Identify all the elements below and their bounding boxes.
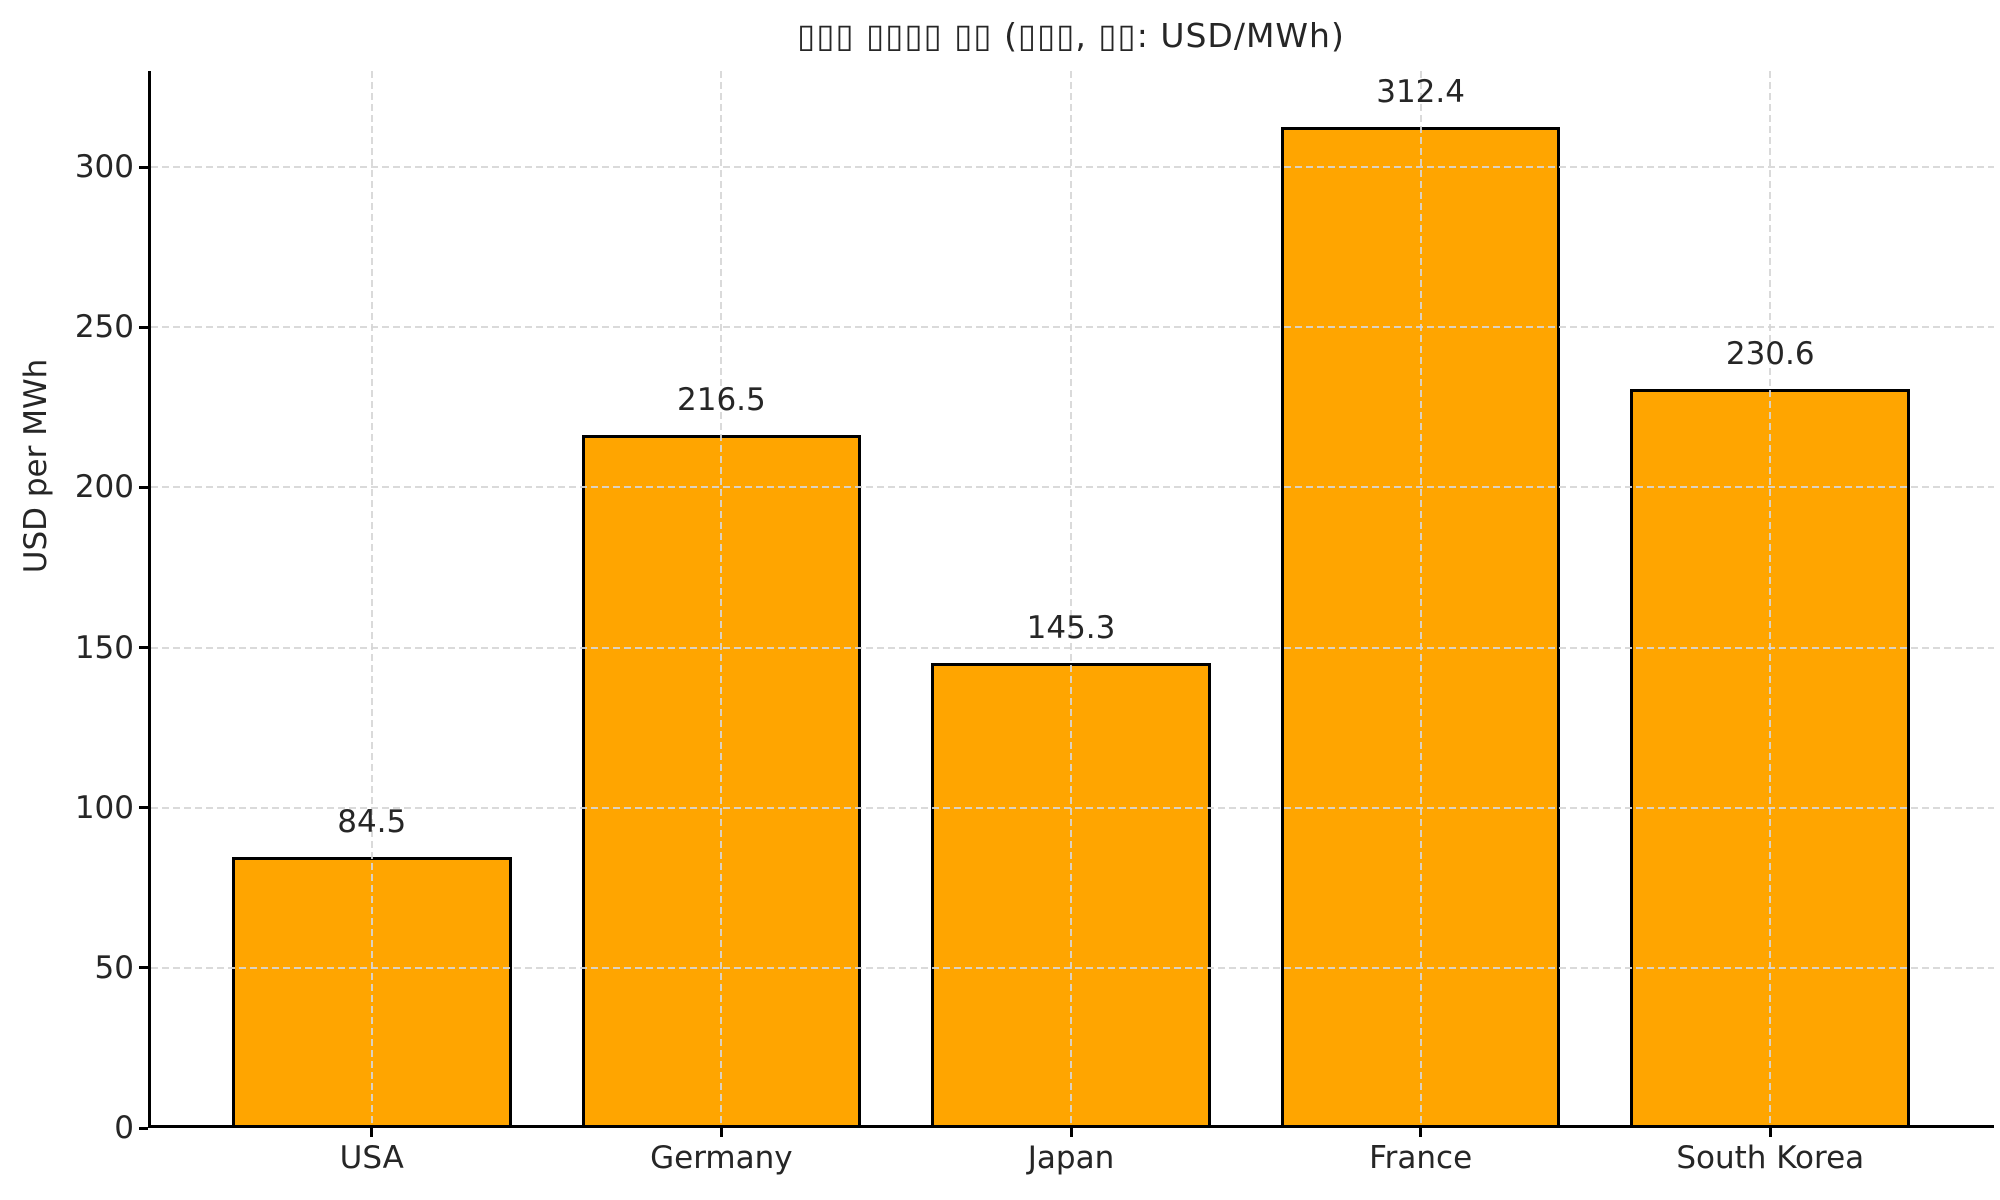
bar-value-label: 230.6 bbox=[1725, 336, 1815, 373]
bar-germany bbox=[581, 434, 862, 1128]
horizontal-gridline bbox=[151, 646, 1994, 649]
bar-value-label: 216.5 bbox=[677, 381, 766, 418]
vertical-gridline bbox=[1070, 71, 1072, 1125]
y-tick-mark bbox=[139, 966, 148, 970]
y-tick-label: 250 bbox=[74, 309, 134, 346]
x-tick-mark bbox=[1069, 1128, 1073, 1137]
x-tick-label: Germany bbox=[650, 1140, 793, 1176]
y-axis-label: USD per MWh bbox=[18, 358, 54, 574]
x-tick-mark bbox=[719, 1128, 723, 1137]
bar-value-label: 145.3 bbox=[1026, 609, 1116, 646]
y-tick-mark bbox=[139, 165, 148, 169]
x-tick-label: USA bbox=[339, 1140, 404, 1176]
grid-layer bbox=[148, 71, 1994, 1128]
y-tick-label: 50 bbox=[94, 949, 134, 986]
horizontal-gridline bbox=[151, 806, 1994, 809]
x-tick-label: France bbox=[1369, 1140, 1473, 1176]
bar-value-label: 312.4 bbox=[1376, 74, 1465, 111]
value-labels-layer: 84.5 216.5 145.3 312.4 230.6 bbox=[148, 71, 1994, 1128]
horizontal-gridline bbox=[151, 326, 1994, 329]
horizontal-gridline bbox=[151, 486, 1994, 489]
bar-value-label: 84.5 bbox=[337, 804, 407, 841]
y-axis-spine bbox=[148, 71, 151, 1128]
horizontal-gridline bbox=[151, 966, 1994, 969]
bar-usa bbox=[231, 857, 512, 1128]
x-tick-mark bbox=[1768, 1128, 1772, 1137]
vertical-gridline bbox=[1769, 71, 1772, 1125]
bars-layer bbox=[148, 71, 1994, 1128]
plot-area: 84.5 216.5 145.3 312.4 230.6 bbox=[148, 71, 1994, 1128]
vertical-gridline bbox=[370, 71, 373, 1125]
chart-title: ▯▯▯ ▯▯▯▯ ▯▯ (▯▯▯, ▯▯: USD/MWh) bbox=[797, 16, 1345, 55]
y-tick-label: 100 bbox=[74, 789, 134, 826]
y-tick-label: 150 bbox=[74, 629, 134, 666]
horizontal-gridline bbox=[151, 166, 1994, 169]
bar-france bbox=[1280, 127, 1561, 1128]
y-tick-mark bbox=[139, 485, 148, 489]
x-tick-label: South Korea bbox=[1676, 1140, 1865, 1176]
x-tick-mark bbox=[370, 1128, 374, 1137]
x-tick-mark bbox=[1419, 1128, 1423, 1137]
y-tick-label: 0 bbox=[114, 1110, 134, 1146]
bar-south-korea bbox=[1630, 389, 1911, 1128]
y-tick-mark bbox=[139, 646, 148, 650]
x-axis-spine bbox=[148, 1125, 1994, 1128]
y-tick-label: 300 bbox=[74, 149, 134, 186]
x-tick-label: Japan bbox=[1027, 1140, 1115, 1176]
bar-japan bbox=[931, 662, 1211, 1128]
vertical-gridline bbox=[720, 71, 723, 1125]
y-tick-mark bbox=[139, 806, 148, 810]
vertical-gridline bbox=[1419, 71, 1422, 1125]
y-tick-mark bbox=[139, 1126, 148, 1130]
y-tick-mark bbox=[139, 325, 148, 329]
